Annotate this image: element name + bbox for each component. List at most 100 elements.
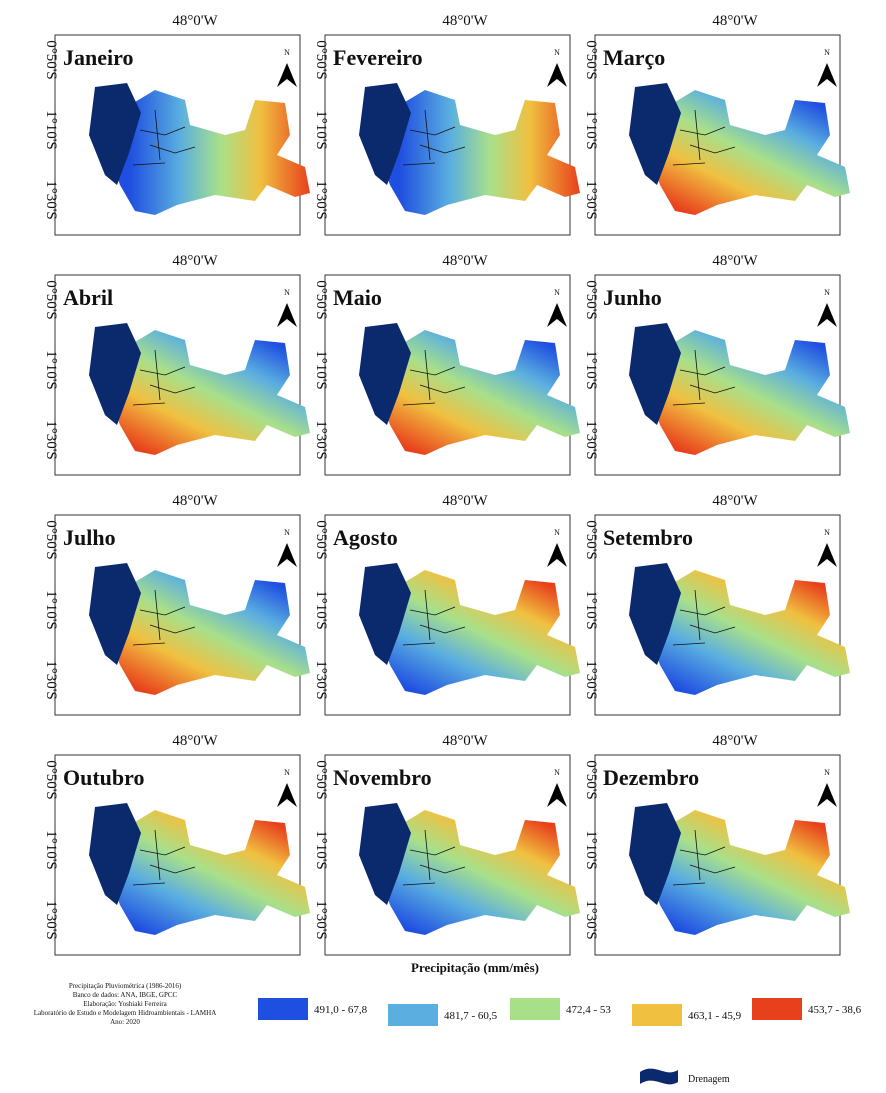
drainage-line [424, 589, 431, 641]
north-arrow [547, 63, 567, 87]
drainage-line [149, 384, 196, 394]
longitude-label: 48°0'W [442, 493, 488, 509]
latitude-label: 1°10'S [43, 590, 59, 630]
drainage-line [689, 864, 736, 874]
drainage-line [694, 109, 701, 161]
latitude-label: 0°50'S [43, 280, 59, 320]
drainage-line [672, 402, 706, 406]
latitude-label: 0°50'S [313, 520, 329, 560]
legend-swatch [510, 998, 560, 1020]
north-label: N [824, 528, 830, 537]
drainage-line [154, 349, 161, 401]
latitude-label: 0°50'S [43, 760, 59, 800]
longitude-label: 48°0'W [442, 253, 488, 269]
bay [629, 83, 681, 185]
map-panel: Janeiro 48°0'W 0°50'S 1°10'S 1°30'S N [43, 13, 310, 236]
legend-label: 463,1 - 45,9 [688, 1010, 742, 1022]
month-label: Março [603, 45, 665, 70]
north-label: N [284, 48, 290, 57]
latitude-label: 1°30'S [583, 180, 599, 220]
precipitation-surface [650, 570, 850, 695]
drainage-line [424, 349, 431, 401]
north-arrow [277, 63, 297, 87]
longitude-label: 48°0'W [712, 13, 758, 29]
bay [89, 323, 141, 425]
longitude-label: 48°0'W [712, 253, 758, 269]
legend-swatch [388, 1004, 438, 1026]
drainage-line [419, 864, 466, 874]
north-label: N [554, 288, 560, 297]
precipitation-surface [110, 570, 310, 695]
latitude-label: 1°30'S [583, 420, 599, 460]
drainage-line [139, 846, 186, 856]
month-label: Julho [63, 525, 116, 550]
north-arrow [817, 303, 837, 327]
drainage-line [419, 624, 466, 634]
longitude-label: 48°0'W [172, 733, 218, 749]
drainage-line [139, 366, 186, 376]
drainage-line [139, 606, 186, 616]
latitude-label: 1°30'S [43, 900, 59, 940]
north-label: N [554, 48, 560, 57]
drainage-line [694, 829, 701, 881]
drainage-line [424, 109, 431, 161]
latitude-label: 0°50'S [313, 760, 329, 800]
month-label: Junho [603, 285, 662, 310]
precipitation-surface [380, 90, 580, 215]
drainage-line [154, 829, 161, 881]
drainage-line [402, 882, 436, 886]
month-label: Abril [63, 285, 113, 310]
legend-swatch [258, 998, 308, 1020]
latitude-label: 0°50'S [583, 40, 599, 80]
latitude-label: 1°10'S [313, 110, 329, 150]
drainage-line [139, 126, 186, 136]
legend-swatch [752, 998, 802, 1020]
drainage-line [689, 624, 736, 634]
latitude-label: 1°30'S [583, 900, 599, 940]
map-panel: Novembro 48°0'W 0°50'S 1°10'S 1°30'S N [313, 733, 580, 956]
map-panel: Outubro 48°0'W 0°50'S 1°10'S 1°30'S N [43, 733, 310, 956]
legend-label: 491,0 - 67,8 [314, 1004, 368, 1016]
bay [89, 563, 141, 665]
drainage-line [132, 402, 166, 406]
drainage-line [672, 882, 706, 886]
map-panel: Julho 48°0'W 0°50'S 1°10'S 1°30'S N [43, 493, 310, 716]
north-label: N [824, 288, 830, 297]
legend-label: 472,4 - 53 [566, 1004, 611, 1016]
latitude-label: 1°10'S [313, 590, 329, 630]
drainage-line [679, 606, 726, 616]
longitude-label: 48°0'W [172, 13, 218, 29]
bay [359, 83, 411, 185]
latitude-label: 1°30'S [313, 420, 329, 460]
latitude-label: 1°30'S [583, 660, 599, 700]
month-label: Outubro [63, 765, 145, 790]
precipitation-surface [110, 810, 310, 935]
drainage-line [672, 162, 706, 166]
latitude-label: 0°50'S [583, 520, 599, 560]
month-label: Maio [333, 285, 382, 310]
north-label: N [284, 768, 290, 777]
longitude-label: 48°0'W [712, 733, 758, 749]
map-panel: Maio 48°0'W 0°50'S 1°10'S 1°30'S N [313, 253, 580, 476]
map-panel: Abril 48°0'W 0°50'S 1°10'S 1°30'S N [43, 253, 310, 476]
latitude-label: 0°50'S [583, 760, 599, 800]
drainage-line [132, 642, 166, 646]
north-arrow [277, 543, 297, 567]
north-label: N [554, 768, 560, 777]
bay [359, 803, 411, 905]
latitude-label: 1°10'S [43, 830, 59, 870]
drainage-line [409, 606, 456, 616]
drainage-line [402, 162, 436, 166]
drainage-line [402, 402, 436, 406]
drainage-line [689, 144, 736, 154]
month-label: Novembro [333, 765, 432, 790]
map-panel: Fevereiro 48°0'W 0°50'S 1°10'S 1°30'S N [313, 13, 580, 236]
credit-line: Elaboração: Yoshiaki Ferreira [83, 1000, 167, 1008]
bay [359, 563, 411, 665]
precipitation-surface [110, 330, 310, 455]
drainage-line [409, 846, 456, 856]
drainage-line [679, 126, 726, 136]
latitude-label: 1°10'S [43, 110, 59, 150]
